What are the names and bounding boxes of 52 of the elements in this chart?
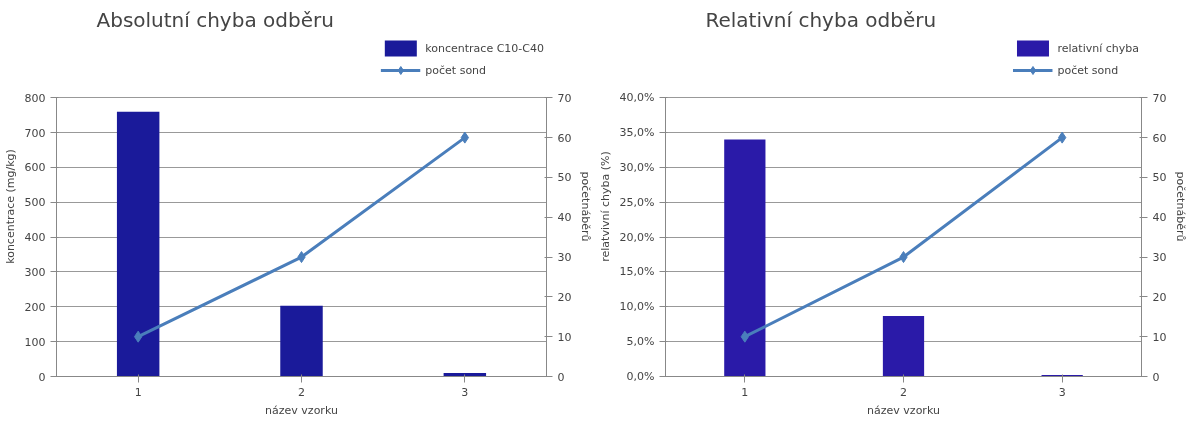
x-tick-label: 3 [1058, 385, 1066, 399]
y2-tick-label: 20 [557, 290, 572, 304]
legend-label: počet sond [425, 63, 487, 77]
x-tick-label: 1 [134, 385, 142, 399]
y-tick-label: 700 [24, 126, 46, 140]
y2-tick-label: 70 [1152, 91, 1167, 105]
y2-tick-label: 0 [557, 370, 565, 384]
legend-label: koncentrace C10-C40 [425, 41, 544, 55]
y-axis-title: relatvivní chyba (%) [598, 151, 612, 262]
y-tick-label: 5,0% [626, 335, 655, 349]
chart-title: Relativní chyba odběru [705, 7, 937, 32]
y-tick-label: 35,0% [619, 126, 655, 140]
y-tick-label: 200 [24, 300, 46, 314]
y-tick-label: 30,0% [619, 160, 655, 174]
y-tick-label: 0,0% [626, 370, 655, 383]
x-tick-label: 1 [741, 385, 749, 399]
y2-axis-title: početnáběrů [579, 171, 593, 242]
chart-title: Absolutní chyba odběru [96, 7, 334, 32]
y2-tick-label: 10 [557, 330, 572, 344]
x-tick-label: 2 [900, 385, 907, 399]
y-tick-label: 600 [24, 161, 46, 175]
legend-label: relativní chyba [1057, 41, 1139, 55]
y-tick-label: 20,0% [619, 230, 655, 244]
x-axis-title: název vzorku [867, 403, 940, 417]
x-axis-title: název vzorku [265, 403, 338, 417]
y-tick-label: 400 [24, 231, 46, 245]
y-tick-label: 40,0% [619, 91, 655, 105]
y2-tick-label: 70 [557, 91, 572, 105]
y-tick-label: 25,0% [619, 195, 655, 209]
y-tick-label: 500 [24, 196, 46, 210]
y2-axis-title: početnáběrů [1174, 171, 1188, 242]
y-tick-label: 15,0% [619, 265, 655, 279]
y2-tick-label: 30 [557, 251, 572, 265]
y-tick-label: 300 [24, 265, 46, 279]
y2-tick-label: 0 [1152, 370, 1160, 384]
legend-label: počet sond [1057, 63, 1119, 77]
y2-tick-label: 50 [1152, 171, 1167, 185]
y2-tick-label: 40 [557, 211, 572, 225]
y2-tick-label: 20 [1152, 290, 1167, 304]
x-tick-label: 2 [298, 385, 305, 399]
y2-tick-label: 50 [557, 171, 572, 185]
x-tick-label: 3 [461, 385, 469, 399]
y2-tick-label: 60 [1152, 131, 1167, 145]
y2-tick-label: 40 [1152, 211, 1167, 225]
y2-tick-label: 30 [1152, 251, 1167, 265]
y-axis-title: koncentrace (mg/kg) [3, 149, 17, 264]
y-tick-label: 800 [24, 91, 46, 105]
y2-tick-label: 10 [1152, 330, 1167, 344]
y-tick-label: 0 [38, 370, 46, 384]
y-tick-label: 100 [24, 335, 46, 349]
y-tick-label: 10,0% [619, 300, 655, 314]
y2-tick-label: 60 [557, 131, 572, 145]
